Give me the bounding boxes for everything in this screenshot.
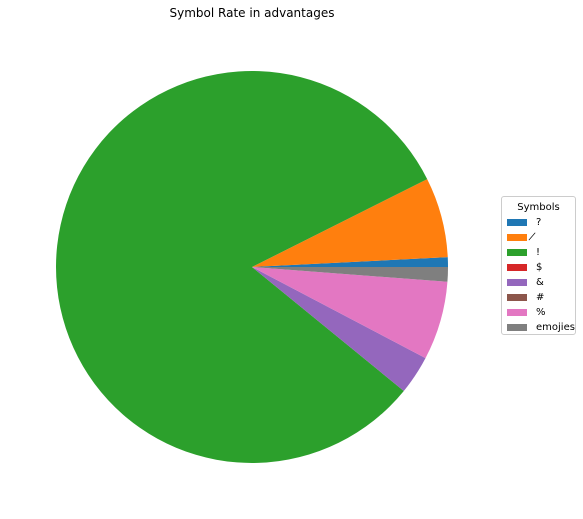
- legend-label-4: &: [536, 277, 544, 288]
- pie-slices: [55, 71, 448, 464]
- pie-slice-4: [252, 267, 426, 391]
- legend-label-0: ?: [536, 217, 542, 228]
- legend-item-4: &: [507, 275, 544, 290]
- legend-swatch-0: [507, 219, 527, 226]
- legend-label-3: $: [536, 262, 543, 273]
- legend-item-2: !: [507, 245, 540, 260]
- pie-slice-7: [252, 267, 448, 282]
- legend: Symbols ?̸! $ & #% emojies: [501, 196, 576, 335]
- legend-item-6: %: [507, 305, 546, 320]
- pie-slice-0: [252, 257, 448, 267]
- legend-item-7: emojies: [507, 320, 575, 335]
- legend-swatch-6: [507, 309, 527, 316]
- legend-swatch-5: [507, 294, 527, 301]
- pie-slice-2: [55, 71, 428, 464]
- pie-slice-6: [252, 267, 448, 359]
- legend-item-0: ?: [507, 215, 541, 230]
- legend-item-1: ̸: [507, 230, 536, 245]
- legend-label-2: !: [536, 247, 541, 258]
- legend-swatch-7: [507, 324, 527, 331]
- chart-title: Symbol Rate in advantages: [170, 6, 335, 20]
- legend-swatch-4: [507, 279, 527, 286]
- legend-label-5: #: [536, 292, 545, 303]
- legend-swatch-3: [507, 264, 527, 271]
- legend-swatch-1: [507, 234, 527, 241]
- pie-slice-1: [252, 179, 448, 267]
- legend-label-6: %: [536, 307, 546, 318]
- legend-label-7: emojies: [536, 322, 575, 333]
- legend-title: Symbols: [517, 202, 560, 213]
- legend-swatch-2: [507, 249, 527, 256]
- legend-item-3: $: [507, 260, 542, 275]
- legend-item-5: #: [507, 290, 544, 305]
